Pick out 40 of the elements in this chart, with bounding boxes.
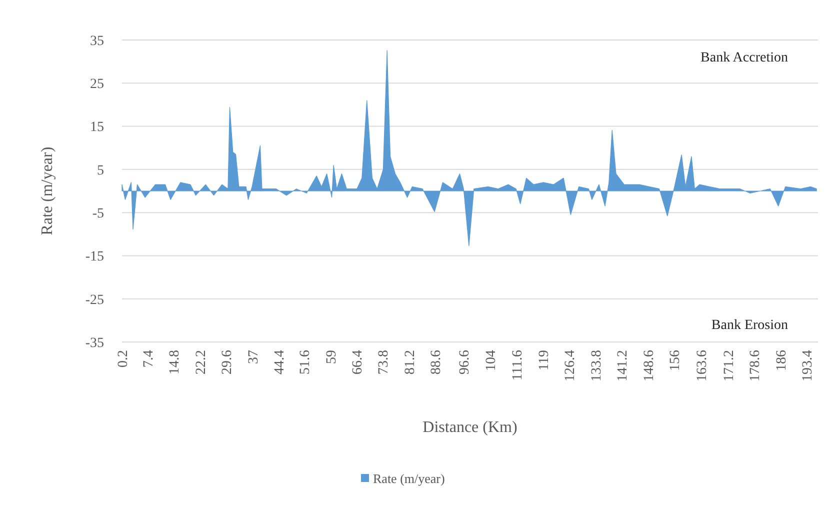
x-tick-label: 73.8: [376, 350, 392, 374]
x-tick-label: 81.2: [402, 350, 418, 374]
x-tick-label: 59: [324, 350, 340, 364]
x-tick-label: 104: [484, 350, 499, 371]
x-tick-label: 126.4: [563, 350, 578, 382]
x-tick-label: 29.6: [220, 350, 236, 374]
x-tick-label: 156: [668, 350, 684, 371]
annotation: Bank Accretion: [700, 50, 788, 66]
x-tick-label: 14.8: [168, 350, 183, 374]
x-tick-label: 178.6: [748, 350, 764, 382]
x-tick-label: 133.8: [589, 350, 604, 382]
y-axis-title: Rate (m/year): [39, 146, 56, 236]
x-tick-label: 141.2: [616, 350, 631, 382]
x-tick-label: 0.2: [116, 350, 131, 368]
x-tick-label: 119: [536, 350, 552, 370]
x-tick-label: 148.6: [642, 350, 657, 382]
y-tick-label: -5: [92, 206, 104, 222]
y-tick-label: 15: [90, 120, 104, 136]
y-tick-label: -15: [85, 250, 104, 265]
annotation: Bank Erosion: [711, 318, 788, 334]
x-tick-label: 66.4: [350, 350, 366, 374]
x-tick-label: 171.2: [722, 350, 737, 382]
y-tick-label: -35: [85, 336, 104, 351]
y-tick-label: 35: [90, 34, 104, 49]
legend-label: Rate (m/year): [373, 470, 445, 486]
x-tick-label: 111.6: [510, 350, 526, 380]
x-axis-title: Distance (Km): [422, 419, 518, 436]
x-tick-label: 22.2: [194, 350, 209, 374]
x-tick-label: 88.6: [429, 350, 444, 374]
x-tick-label: 37: [246, 350, 262, 364]
x-tick-label: 51.6: [298, 350, 314, 374]
x-tick-label: 7.4: [141, 350, 156, 368]
y-tick-label: 5: [97, 163, 104, 178]
x-tick-label: 163.6: [694, 350, 710, 382]
x-tick-label: 193.4: [800, 350, 816, 382]
x-tick-label: 186: [774, 350, 790, 371]
x-tick-label: 44.4: [272, 350, 288, 374]
y-tick-label: 25: [90, 77, 104, 92]
y-tick-label: -25: [85, 292, 104, 308]
x-tick-label: 96.6: [458, 350, 473, 374]
